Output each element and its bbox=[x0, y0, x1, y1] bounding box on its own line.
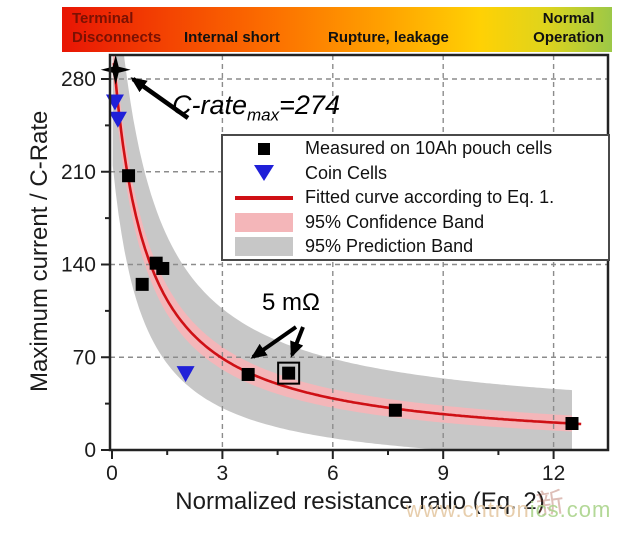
legend-label: 95% Prediction Band bbox=[305, 236, 474, 256]
five-mohm-arrow-right bbox=[290, 326, 305, 358]
risk-label-internal-short: Internal short bbox=[184, 29, 280, 47]
pink-band-swatch-icon bbox=[235, 212, 293, 232]
risk-label-normal-operation: Normal Operation bbox=[533, 10, 604, 46]
legend-row-pouch-cells: Measured on 10Ah pouch cells bbox=[223, 137, 608, 161]
y-tick-label: 280 bbox=[61, 68, 96, 91]
annotation-5-mohm: 5 mΩ bbox=[262, 289, 320, 316]
square-marker-icon bbox=[258, 142, 270, 155]
x-tick-label: 9 bbox=[437, 462, 449, 485]
legend-row-fitted-curve: Fitted curve according to Eq. 1. bbox=[223, 186, 608, 210]
c-rate-max-star-marker bbox=[100, 54, 131, 85]
data-point-square bbox=[282, 366, 296, 380]
bands-group bbox=[112, 55, 572, 450]
risk-label-rupture-leakage: Rupture, leakage bbox=[328, 29, 449, 47]
y-tick-label: 210 bbox=[61, 161, 96, 184]
triangle-marker-icon bbox=[254, 165, 274, 181]
data-point-square bbox=[122, 169, 136, 183]
legend-label: Measured on 10Ah pouch cells bbox=[305, 138, 553, 158]
legend-row-prediction-band: 95% Prediction Band bbox=[223, 235, 608, 259]
crate-max-arrow bbox=[130, 77, 190, 120]
data-point-square bbox=[241, 367, 255, 381]
data-point-square bbox=[388, 403, 402, 417]
data-point-square bbox=[156, 261, 170, 275]
legend-row-confidence-band: 95% Confidence Band bbox=[223, 210, 608, 234]
x-tick-label: 6 bbox=[327, 462, 339, 485]
x-tick-label: 12 bbox=[542, 462, 565, 485]
watermark: www.cntronics.com bbox=[406, 497, 612, 522]
legend-label: 95% Confidence Band bbox=[305, 211, 485, 232]
data-point-square bbox=[135, 277, 149, 291]
red-line-marker-icon bbox=[235, 195, 293, 200]
legend-row-coin-cells: Coin Cells bbox=[223, 161, 608, 185]
legend-label: Coin Cells bbox=[305, 162, 388, 183]
y-tick-label: 0 bbox=[84, 439, 96, 462]
x-tick-label: 3 bbox=[217, 462, 229, 485]
data-points bbox=[100, 54, 579, 430]
axis-ticks bbox=[101, 78, 555, 459]
fitted-curve bbox=[112, 62, 582, 426]
risk-gradient-bar: Terminal Disconnects Internal short Rupt… bbox=[62, 7, 612, 52]
y-tick-label: 70 bbox=[73, 346, 96, 369]
x-tick-label: 0 bbox=[106, 462, 118, 485]
data-point-triangle bbox=[108, 111, 127, 128]
risk-label-terminal-disconnects: Terminal Disconnects bbox=[72, 10, 162, 46]
data-point-triangle bbox=[176, 366, 195, 383]
gray-band-swatch-icon bbox=[235, 237, 293, 256]
y-tick-label: 140 bbox=[61, 254, 96, 277]
chart-legend: Measured on 10Ah pouch cells Coin Cells … bbox=[221, 134, 610, 261]
y-axis-title: Maximum current / C-Rate bbox=[26, 110, 53, 392]
x-axis-title: Normalized resistance ratio (Eq. 2) bbox=[175, 488, 545, 515]
five-mohm-arrow-left bbox=[250, 325, 298, 359]
legend-label: Fitted curve according to Eq. 1. bbox=[305, 187, 555, 207]
tick-labels: 0 3 6 9 12 0 70 140 210 280 bbox=[61, 68, 565, 485]
annotation-arrows bbox=[130, 77, 305, 359]
data-point-ring bbox=[277, 361, 301, 385]
data-point-square bbox=[565, 417, 579, 430]
annotation-crate-max: C-ratemax=274 bbox=[172, 90, 340, 125]
